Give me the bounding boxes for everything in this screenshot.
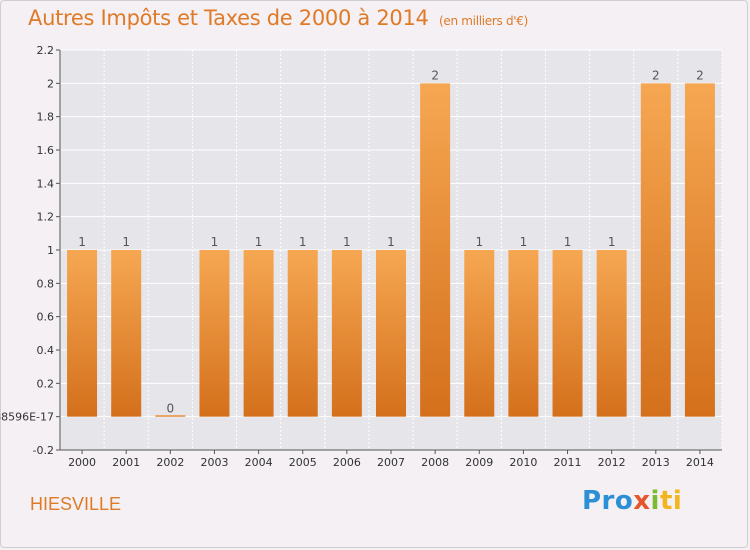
bar [331, 250, 362, 417]
x-tick-label: 2007 [377, 456, 405, 469]
x-tick-label: 2013 [642, 456, 670, 469]
bar [684, 83, 715, 417]
data-label: 0 [167, 402, 175, 416]
y-axis-ticks: -0.2 -1.5265566588596E-17 0.2 0.4 0.6 0.8 1 1.2… [0, 44, 60, 457]
bar [464, 250, 495, 417]
x-tick-label: 2004 [245, 456, 273, 469]
bar [155, 415, 186, 417]
y-tick-label: 0.2 [37, 377, 55, 390]
chart-subtitle: (en milliers d'€) [439, 14, 529, 28]
x-tick-label: 2012 [598, 456, 626, 469]
data-label: 2 [652, 68, 660, 82]
chart-title-text: Autres Impôts et Taxes de 2000 à 2014 [28, 6, 429, 30]
bar [376, 250, 406, 417]
bar [243, 250, 274, 417]
logo-part: Pro [582, 486, 634, 516]
y-tick-label: 1.4 [37, 177, 55, 190]
commune-name: HIESVILLE [30, 494, 122, 514]
bar [420, 83, 451, 417]
x-tick-label: 2011 [554, 456, 582, 469]
data-label: 1 [475, 235, 483, 249]
data-label: 1 [78, 235, 86, 249]
y-tick-label: 1.6 [37, 144, 55, 157]
y-tick-label: -0.2 [33, 444, 54, 457]
data-label: 1 [520, 235, 528, 249]
x-tick-label: 2008 [421, 456, 449, 469]
x-tick-label: 2006 [333, 456, 361, 469]
data-label: 1 [608, 235, 616, 249]
bar [67, 250, 98, 417]
x-tick-label: 2002 [156, 456, 184, 469]
y-tick-label: 0.4 [37, 344, 55, 357]
x-tick-label: 2000 [68, 456, 96, 469]
x-tick-label: 2003 [200, 456, 228, 469]
data-label: 1 [299, 235, 307, 249]
y-tick-label: 2 [47, 77, 54, 90]
data-label: 1 [387, 235, 395, 249]
logo-part: i [650, 486, 660, 516]
bar [199, 250, 230, 417]
bar [508, 250, 539, 417]
y-tick-label: 0.8 [37, 277, 55, 290]
y-tick-label: -1.5265566588596E-17 [0, 411, 54, 424]
logo-part: x [633, 486, 651, 516]
data-label: 1 [211, 235, 219, 249]
bar [287, 250, 318, 417]
data-label: 2 [696, 68, 704, 82]
proxiti-logo: Proxiti [582, 486, 682, 516]
data-label: 1 [343, 235, 351, 249]
data-label: 1 [122, 235, 130, 249]
data-label: 2 [431, 68, 439, 82]
x-axis-ticks: 2000 2001 2002 2003 2004 2005 2006 2007 2008 2009… [68, 450, 714, 469]
bar [596, 250, 627, 417]
data-labels: 1 1 0 1 1 1 1 1 2 1 1 1 1 2 2 [78, 68, 704, 415]
chart-title: Autres Impôts et Taxes de 2000 à 2014 (e… [28, 6, 528, 30]
logo-part: ti [659, 486, 683, 516]
y-tick-label: 0.6 [37, 311, 55, 324]
y-tick-label: 1 [47, 244, 54, 257]
x-tick-label: 2010 [509, 456, 537, 469]
y-tick-label: 2.2 [37, 44, 55, 57]
data-label: 1 [255, 235, 263, 249]
bar [111, 250, 142, 417]
x-tick-label: 2014 [686, 456, 714, 469]
x-tick-label: 2001 [112, 456, 140, 469]
bar [552, 250, 583, 417]
data-label: 1 [564, 235, 572, 249]
x-tick-label: 2005 [289, 456, 317, 469]
y-tick-label: 1.8 [37, 111, 55, 124]
y-tick-label: 1.2 [37, 211, 55, 224]
bar [640, 83, 671, 417]
bars [67, 83, 715, 417]
x-tick-label: 2009 [465, 456, 493, 469]
